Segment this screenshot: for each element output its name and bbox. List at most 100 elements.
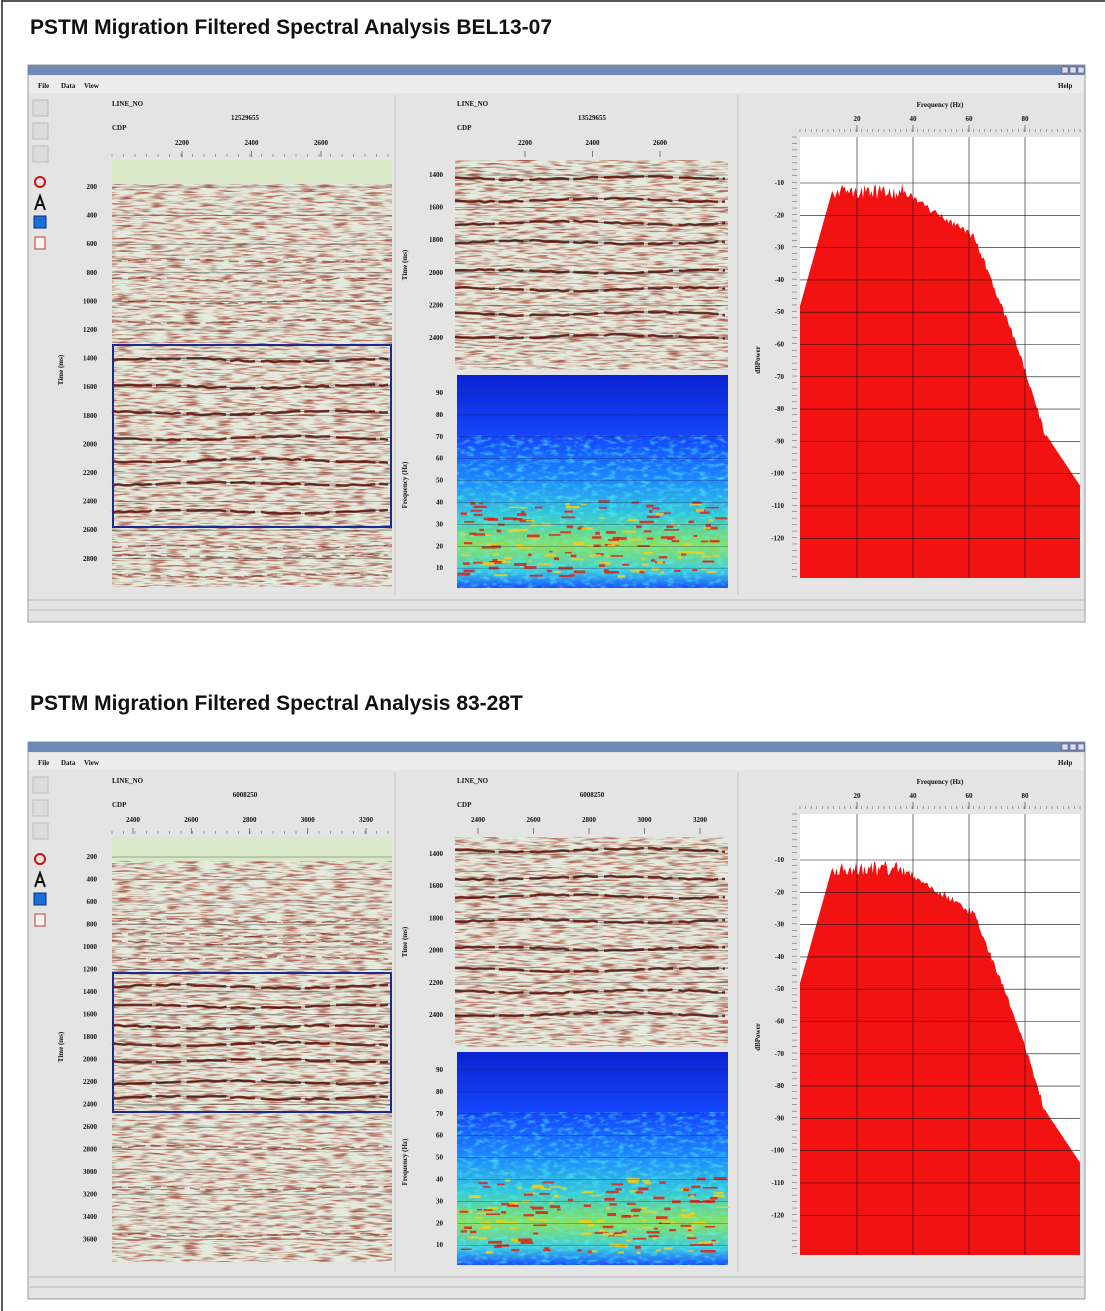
spectrogram-hot [604, 571, 619, 574]
spectrogram-hot [531, 524, 545, 527]
spectrogram-hot [460, 1230, 468, 1233]
spectrum-area [800, 183, 1080, 578]
spectrogram-hot [653, 1196, 665, 1200]
spectrogram-hot [507, 1204, 519, 1207]
time-tick-label: 2600 [83, 1123, 98, 1131]
time-tick-label: 1600 [83, 383, 98, 391]
spectrogram-hot [687, 1237, 697, 1240]
tool-color[interactable] [33, 892, 47, 906]
frequency-tick-label: 90 [436, 389, 444, 397]
frequency-tick-label: 30 [436, 1197, 444, 1205]
spectrogram-hot [625, 1239, 632, 1242]
seismic-reflector-core [454, 311, 726, 317]
power-tick-label: -70 [775, 1050, 785, 1058]
spectrogram-hot [539, 1193, 550, 1195]
spectrogram-hot [658, 512, 671, 515]
spectrogram-hot [603, 569, 609, 572]
spectrogram-hot [599, 517, 605, 519]
tool-move[interactable] [34, 176, 46, 188]
spectrogram-hot [681, 553, 687, 556]
zoom-window[interactable] [112, 972, 392, 1113]
spectrogram-hot [700, 568, 709, 571]
spectrogram-hot [698, 1241, 711, 1244]
menu-item[interactable]: Data [61, 759, 76, 767]
seismic-reflector-core [454, 875, 725, 881]
spectrogram-hot [628, 1180, 639, 1184]
frequency-tick-label: 50 [436, 477, 444, 485]
power-tick-label: -30 [775, 244, 785, 252]
spectrogram-hot [643, 1210, 658, 1213]
seismic-reflector-core [454, 946, 726, 952]
frequency-tick-label: 50 [436, 1154, 444, 1162]
seismic-reflector [111, 932, 389, 938]
tool-annotate[interactable] [34, 870, 46, 888]
frequency-tick-label: 70 [436, 433, 444, 441]
frequency-tick-label: 40 [910, 792, 918, 800]
seismic-reflector-core [454, 197, 726, 203]
power-tick-label: -110 [772, 502, 785, 510]
tool-button[interactable] [32, 776, 49, 794]
spectrogram-hot [605, 562, 611, 565]
tool-button[interactable] [32, 122, 49, 140]
frequency-tick-label: 60 [966, 115, 974, 123]
spectrogram-hot [632, 1237, 646, 1240]
spectrogram-hot [663, 543, 668, 545]
spectrogram-hot [590, 1194, 602, 1197]
power-tick-label: -10 [775, 856, 785, 864]
tool-color[interactable] [33, 215, 47, 229]
spectrogram-hot [713, 1194, 726, 1198]
frequency-tick-label: 20 [436, 1219, 444, 1227]
spectrogram-hot [648, 1235, 659, 1238]
tool-other[interactable] [34, 913, 46, 927]
time-tick-label: 2200 [83, 1078, 98, 1086]
cdp-label: CDP [457, 124, 472, 132]
tool-annotate[interactable] [34, 193, 46, 211]
spectrogram-hot [523, 1214, 534, 1217]
spectrogram-hot [518, 1238, 532, 1242]
menu-item[interactable]: File [38, 759, 49, 767]
tool-button[interactable] [32, 822, 49, 840]
menu-help[interactable]: Help [1058, 759, 1072, 767]
seismic-reflector-core [454, 175, 726, 181]
menu-item[interactable]: Data [61, 82, 76, 90]
menu-help[interactable]: Help [1058, 82, 1072, 90]
spectrogram-hot [677, 556, 683, 559]
tool-other[interactable] [34, 236, 46, 250]
tool-button[interactable] [32, 99, 49, 117]
frequency-tick-label: 30 [436, 520, 444, 528]
spectrogram-hot [513, 528, 529, 532]
spectrogram-hot [478, 1227, 491, 1229]
line-number: 6008250 [580, 791, 605, 799]
spectrogram-hot [715, 517, 728, 520]
menu-item[interactable]: View [84, 82, 100, 90]
spectrogram-hot [702, 1186, 718, 1189]
menu-item[interactable]: File [38, 82, 49, 90]
time-tick-label: 1400 [83, 988, 98, 996]
spectrogram-hot [488, 561, 503, 564]
spectrogram-hot [581, 1191, 593, 1194]
spectrogram-hot [689, 551, 705, 554]
power-tick-label: -80 [775, 1082, 785, 1090]
tool-move[interactable] [34, 853, 46, 865]
tool-button[interactable] [32, 145, 49, 163]
seismic-reflector-core [111, 1004, 389, 1009]
time-tick-label: 1800 [429, 914, 444, 922]
spectrogram-hot [461, 554, 472, 557]
menu-item[interactable]: View [84, 759, 100, 767]
spectrogram-hot [595, 531, 600, 535]
tool-button[interactable] [32, 799, 49, 817]
cdp-tick-label: 2400 [245, 139, 260, 147]
spectrogram-noise [457, 435, 728, 588]
spectrogram-hot [568, 574, 575, 577]
seismic-reflector-core [111, 1024, 389, 1030]
zoom-window[interactable] [112, 344, 392, 528]
spectrogram-hot [528, 560, 532, 563]
spectrogram-hot [501, 1203, 515, 1206]
spectrogram-hot [578, 1220, 590, 1223]
spectrogram-hot [709, 1196, 718, 1200]
power-tick-label: -20 [775, 211, 785, 219]
frequency-axis-label: Frequency (Hz) [401, 1138, 409, 1185]
spectrogram-hot [525, 519, 535, 522]
cdp-tick-label: 2600 [653, 139, 668, 147]
time-tick-label: 2000 [429, 947, 444, 955]
